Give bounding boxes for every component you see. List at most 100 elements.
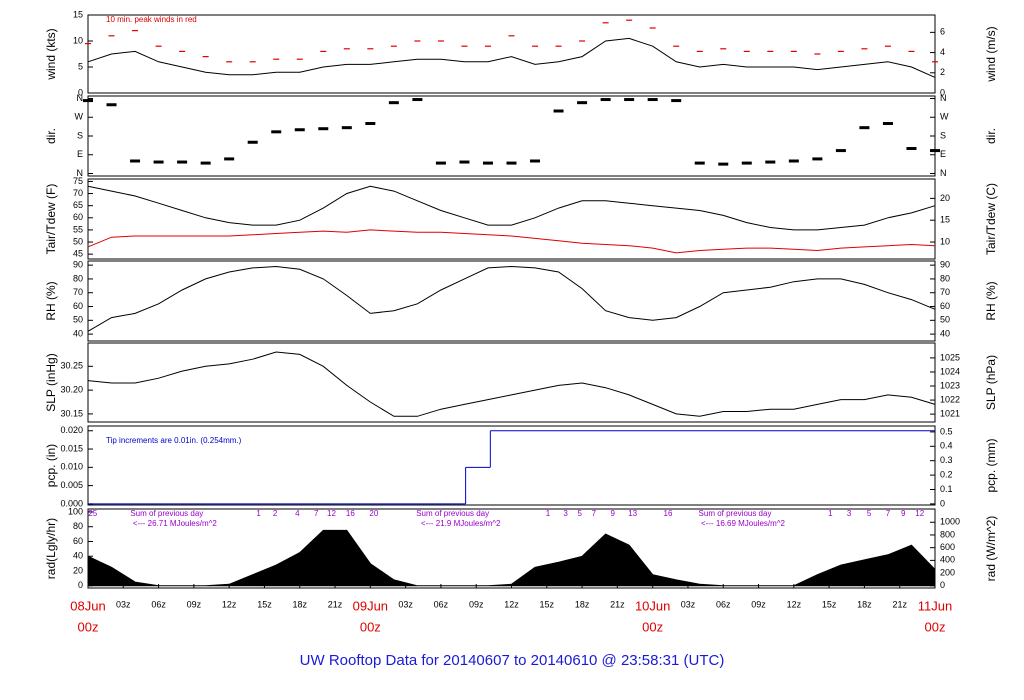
y-axis-label: rad(Lgly/hr) [44,518,58,579]
y2-axis-label: pcp. (mm) [984,438,998,492]
y2-tick-label: 1025 [940,352,960,362]
y-tick-label: 0.010 [60,462,83,472]
y2-axis-label: dir. [984,128,998,144]
y-tick-label: 60 [73,301,83,311]
series-line [87,351,936,417]
y2-tick-label: 0.1 [940,484,953,494]
dir-point [530,159,541,163]
x-tick-label: 03z [398,599,413,609]
x-tick-label: 15z [257,599,272,609]
panel-frame [87,260,936,342]
y-tick-label: 30.15 [60,408,83,418]
y2-tick-label: 2 [940,67,945,77]
y2-tick-label: N [940,168,947,178]
y-tick-label: 10 [73,35,83,45]
dir-point [600,98,611,102]
hour-label: 13 [628,509,637,518]
x-tick-label: 06z [434,599,449,609]
y2-tick-label: 20 [940,193,950,203]
y-tick-label: 90 [73,260,83,270]
dir-point [130,159,141,163]
y-tick-label: 50 [73,315,83,325]
sum-label: Sum of previous day [130,509,203,518]
y-tick-label: 80 [73,521,83,531]
dir-point [577,101,588,105]
y2-tick-label: 0 [940,498,945,508]
dir-point [294,128,305,132]
y2-axis-label: Tair/Tdew (C) [984,183,998,255]
dir-point [765,160,776,164]
sum-label: Sum of previous day [699,509,772,518]
dir-point [647,98,658,102]
y-tick-label: 20 [73,565,83,575]
y-tick-label: 65 [73,200,83,210]
dir-point [388,101,399,105]
x-tick-label: 06z [716,599,731,609]
y-tick-label: E [77,149,83,159]
dir-point [741,161,752,165]
y2-tick-label: 0 [940,580,945,590]
y2-tick-label: 800 [940,529,955,539]
y-tick-label: 40 [73,328,83,338]
y2-tick-label: W [940,112,949,122]
y-tick-label: 100 [68,506,83,516]
y-tick-label: 0 [78,87,83,97]
hour-label: 1 [256,509,261,518]
y-axis-label: Tair/Tdew (F) [44,184,58,255]
dir-point [788,159,799,163]
y2-tick-label: 0.2 [940,469,953,479]
sum-total: <--- 21.9 MJoules/m^2 [421,519,501,528]
y2-tick-label: 4 [940,47,945,57]
y-tick-label: 70 [73,188,83,198]
y-tick-label: 0.005 [60,480,83,490]
x-major-label: 10Jun [635,598,670,613]
y2-tick-label: 80 [940,273,950,283]
x-tick-label: 21z [892,599,907,609]
panel-frame [87,178,936,260]
hour-label: 16 [664,509,673,518]
x-tick-label: 12z [222,599,237,609]
dir-point [435,161,446,165]
hour-label: 16 [346,509,355,518]
series-line [87,229,936,254]
dir-point [718,162,729,166]
y-axis-label: SLP (inHg) [44,353,58,411]
y2-tick-label: 10 [940,236,950,246]
y2-tick-label: 0 [940,87,945,97]
dir-point [835,149,846,153]
hour-label: 5 [578,509,583,518]
hour-label: 20 [369,509,378,518]
dir-point [482,161,493,165]
dir-point [694,161,705,165]
y-axis-label: pcp. (in) [44,444,58,487]
y-tick-label: 30.25 [60,361,83,371]
x-tick-label: 03z [116,599,131,609]
y2-tick-label: 60 [940,301,950,311]
dir-point [671,99,682,103]
panel-frame [87,342,936,423]
y-tick-label: 0.020 [60,425,83,435]
dir-point [812,157,823,161]
hour-label: 3 [847,509,852,518]
y-tick-label: 5 [78,61,83,71]
dir-point [365,122,376,125]
y-axis-label: RH (%) [44,281,58,320]
annotation: 10 min. peak winds in red [106,15,197,24]
dir-point [224,157,235,161]
hour-label: 4 [295,509,300,518]
y-tick-label: 0.000 [60,498,83,508]
panel-frame [87,425,936,506]
y2-tick-label: 1024 [940,366,960,376]
dir-point [859,126,870,130]
dir-point [318,127,329,131]
dir-point [247,140,258,144]
y2-tick-label: 70 [940,287,950,297]
x-major-sublabel: 00z [925,619,946,634]
x-major-sublabel: 00z [78,619,99,634]
x-major-sublabel: 00z [642,619,663,634]
y2-tick-label: E [940,149,946,159]
y2-tick-label: 0.3 [940,455,953,465]
x-major-label: 08Jun [70,598,105,613]
x-tick-label: 09z [751,599,766,609]
